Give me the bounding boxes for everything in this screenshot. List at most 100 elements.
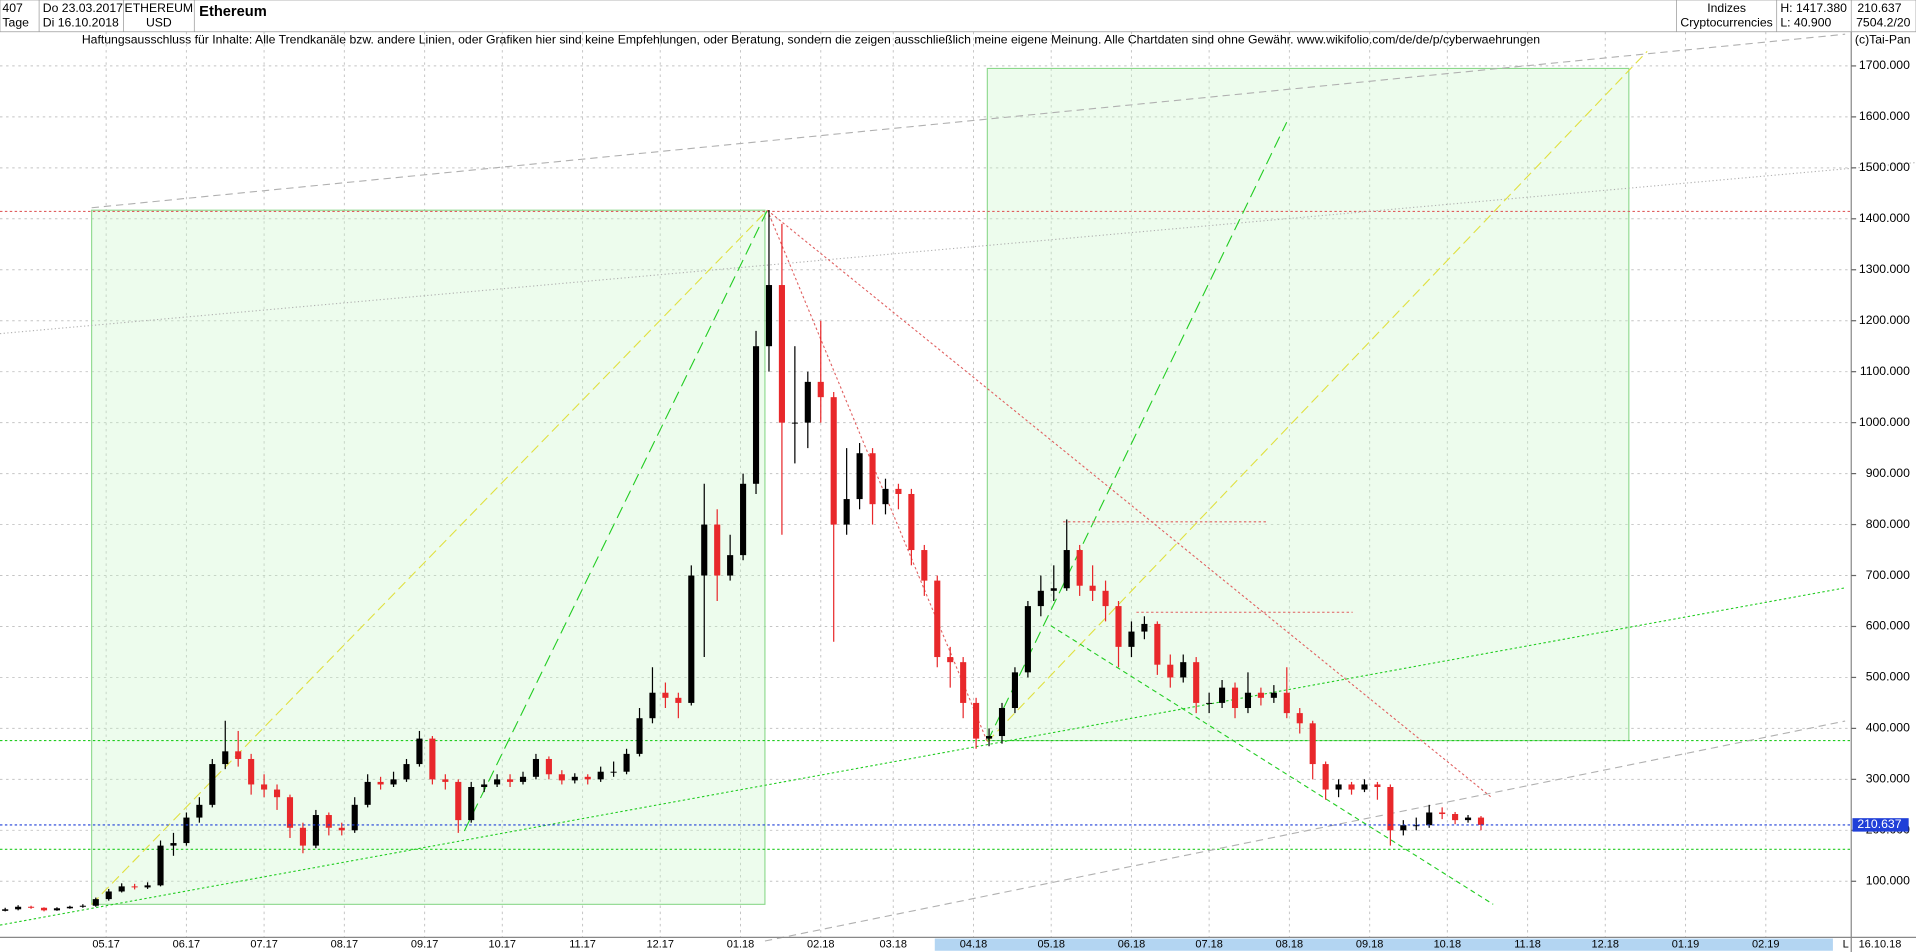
y-tick-label: 1000.000 <box>1859 415 1910 429</box>
period[interactable]: Tage <box>2 15 29 29</box>
x-tick-label: 10.18 <box>1434 939 1461 951</box>
candle-body <box>416 738 423 765</box>
candle-body <box>390 779 397 785</box>
candle-body <box>79 905 86 907</box>
candle-body <box>338 827 345 831</box>
x-tick-label: 12.17 <box>646 939 673 951</box>
candle-body <box>222 751 229 765</box>
end-date[interactable]: Di 16.10.2018 <box>43 15 119 29</box>
candle-body <box>351 804 358 831</box>
candle-body <box>468 787 475 821</box>
extra: 7504.2/20 <box>1856 15 1911 29</box>
candle-body <box>998 708 1006 737</box>
candle-body <box>908 493 915 551</box>
x-tick-label: 11.17 <box>569 939 596 951</box>
candle-body <box>752 346 760 484</box>
candle-body <box>1348 784 1355 790</box>
candle-body <box>1400 825 1407 831</box>
currency: USD <box>146 15 172 29</box>
y-tick-label: 1100.000 <box>1860 364 1910 378</box>
candle-body <box>442 779 449 782</box>
candle-body <box>1063 550 1070 589</box>
x-tick-label: 04.18 <box>960 939 987 951</box>
x-tick-label: 12.18 <box>1592 939 1619 951</box>
candle-body <box>286 797 294 828</box>
candle-body <box>985 736 993 739</box>
candle-body <box>688 575 695 703</box>
candle-body <box>1477 817 1485 825</box>
y-tick-label: 600.000 <box>1866 619 1910 633</box>
candle-body <box>727 555 734 576</box>
candle-body <box>28 906 35 908</box>
trend-line <box>0 161 1916 335</box>
y-tick-label: 500.000 <box>1866 670 1910 684</box>
candle-body <box>325 815 332 828</box>
candle-body <box>1102 590 1109 607</box>
candle-body <box>1011 672 1018 709</box>
candle-body <box>1244 692 1252 709</box>
start-date[interactable]: Do 23.03.2017 <box>43 1 123 15</box>
candle-body <box>1387 787 1394 831</box>
candle-body <box>921 550 928 581</box>
candle-body <box>869 453 876 505</box>
candle-body <box>804 381 811 423</box>
candle-body <box>1141 623 1148 632</box>
candle-body <box>1361 784 1368 790</box>
candle-body <box>973 702 980 739</box>
candle-body <box>960 662 967 703</box>
x-tick-label: 06.17 <box>173 939 200 951</box>
candle-body <box>273 789 281 798</box>
high: H: 1417.380 <box>1780 1 1847 15</box>
x-tick-label: 06.18 <box>1118 939 1145 951</box>
candle-body <box>545 758 552 775</box>
group: Indizes <box>1707 1 1746 15</box>
candle-body <box>584 776 591 780</box>
candle-body <box>118 886 125 892</box>
x-tick-label: 08.18 <box>1276 939 1303 951</box>
candle-body <box>662 692 669 698</box>
candle-body <box>817 381 824 398</box>
candle-body <box>1050 588 1057 591</box>
candle-body <box>299 827 306 846</box>
trend-line <box>986 121 1288 743</box>
header-bar <box>0 0 1916 33</box>
candle-body <box>1219 687 1226 703</box>
candle-body <box>1115 606 1122 647</box>
candle-body <box>1283 692 1290 714</box>
grid <box>0 31 1852 938</box>
y-tick-label: 1700.000 <box>1859 58 1910 72</box>
candle-body <box>1180 662 1187 678</box>
candle-body <box>571 776 578 781</box>
last: 210.637 <box>1857 1 1901 15</box>
candle-body <box>934 580 941 658</box>
candle-body <box>1452 814 1459 821</box>
chart-title: Ethereum <box>199 4 267 20</box>
bar-count[interactable]: 407 <box>2 1 23 15</box>
y-tick-label: 1500.000 <box>1859 160 1910 174</box>
labels: 100.000200.000300.000400.000500.000600.0… <box>92 58 1910 950</box>
low: L: 40.900 <box>1780 15 1831 29</box>
trend-line <box>91 33 1846 209</box>
candle-body <box>765 285 773 347</box>
candle-body <box>714 524 721 576</box>
x-tick-label: 07.17 <box>250 939 277 951</box>
candle-body <box>312 815 319 846</box>
candle-body <box>791 422 798 424</box>
x-tick-label: 02.19 <box>1752 939 1779 951</box>
disclaimer: Haftungsausschluss für Inhalte: Alle Tre… <box>82 33 1540 47</box>
candle-body <box>701 524 708 576</box>
candle-body <box>740 483 747 556</box>
candle-body <box>532 758 540 777</box>
candle-body <box>248 758 255 785</box>
candle-body <box>377 781 384 785</box>
candle-body <box>895 488 902 494</box>
candle-body <box>1154 623 1161 665</box>
y-tick-label: 800.000 <box>1866 517 1910 531</box>
box <box>91 209 766 905</box>
x-tick-label: 10.17 <box>489 939 516 951</box>
candle-body <box>403 764 410 780</box>
candle-body <box>778 285 785 423</box>
candle-body <box>558 774 565 781</box>
